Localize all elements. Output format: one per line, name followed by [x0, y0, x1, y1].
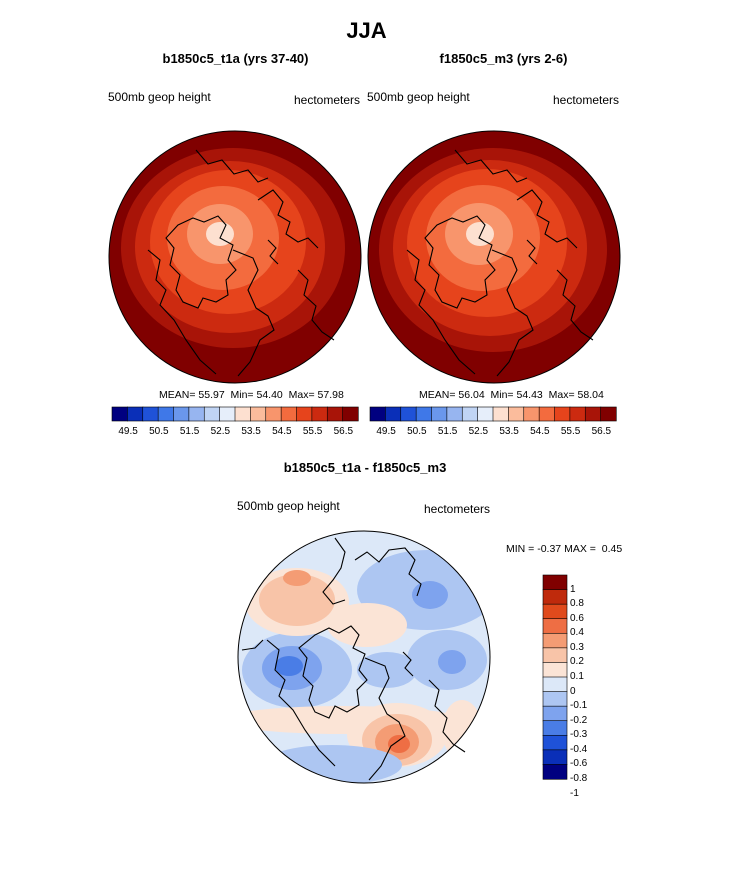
- panel-1-colorbar-tick-label: 54.5: [272, 426, 292, 437]
- panel-2-colorbar-box: [446, 406, 463, 422]
- panel-2-colorbar-ticks: 49.5 50.5 51.5 52.5 53.5 54.5 55.5 56.5: [370, 426, 616, 440]
- panel-1-stats: MEAN= 55.97 Min= 54.40 Max= 57.98: [159, 389, 344, 401]
- panel-3-colorbar-box: [542, 764, 568, 780]
- panel-2-right-label: hectometers: [553, 93, 620, 107]
- panel-3-colorbar-tick-label: -0.3: [570, 729, 588, 741]
- panel-2-colorbar-box: [508, 406, 525, 422]
- panel-2-title: f1850c5_m3 (yrs 2-6): [439, 51, 568, 66]
- panel-3-colorbar-box: [542, 632, 568, 649]
- panel-2-colorbar-box: [400, 406, 417, 422]
- panel-1-right-label: hectometers: [294, 93, 361, 107]
- panel-1-colorbar-box: [173, 406, 190, 422]
- panel-1-colorbar-box: [142, 406, 159, 422]
- panel-1-colorbar-tick-label: 53.5: [241, 426, 261, 437]
- panel-1-colorbar-box: [111, 406, 128, 422]
- panel-3-colorbar-tick-label: -0.4: [570, 743, 588, 755]
- panel-3-colorbar: [542, 574, 568, 780]
- panel-1-colorbar-tick-label: 49.5: [118, 426, 138, 437]
- panel-1-colorbar-box: [188, 406, 205, 422]
- panel-2-left-label: 500mb geop height: [367, 90, 470, 104]
- panel-3-colorbar-box: [542, 603, 568, 620]
- panel-3-title: b1850c5_t1a - f1850c5_m3: [283, 460, 447, 475]
- panel-1-map: [108, 130, 362, 384]
- panel-3-colorbar-tick-label: 0.3: [570, 641, 584, 653]
- panel-3-map: [237, 530, 491, 784]
- panel-1-colorbar-box: [342, 406, 359, 422]
- panel-3-colorbar-tick-label: 0.4: [570, 627, 584, 639]
- panel-3-colorbar-box: [542, 676, 568, 693]
- panel-2-colorbar-tick-label: 49.5: [376, 426, 396, 437]
- panel-3-colorbar-box: [542, 691, 568, 707]
- panel-2-colorbar-box: [523, 406, 540, 422]
- panel-3-colorbar-tick-label: 1: [570, 583, 576, 595]
- panel-2-colorbar-tick-label: 51.5: [437, 426, 458, 437]
- panel-2-colorbar-box: [461, 406, 479, 422]
- panel-3-colorbar-tick-label: 0.2: [570, 656, 584, 668]
- panel-2-colorbar: [369, 406, 617, 422]
- panel-3-colorbar-box: [542, 720, 568, 736]
- panel-2-colorbar-box: [369, 406, 386, 422]
- panel-1-colorbar-ticks: 49.5 50.5 51.5 52.5 53.5 54.5 55.5 56.5: [112, 426, 358, 440]
- panel-2-colorbar-box: [431, 406, 448, 422]
- panel-2-colorbar-box: [385, 406, 402, 422]
- panel-1-title: b1850c5_t1a (yrs 37-40): [162, 51, 309, 66]
- panel-2-colorbar-tick-label: 50.5: [407, 426, 427, 437]
- panel-3-colorbar-box: [542, 734, 568, 751]
- panel-3-colorbar-tick-label: -0.6: [570, 758, 588, 770]
- panel-2-colorbar-tick-label: 52.5: [468, 426, 489, 437]
- panel-3-colorbar-tick-label: 0.8: [570, 598, 584, 610]
- page-title: JJA: [346, 18, 387, 43]
- panel-3-colorbar-tick-label: 0.6: [570, 612, 584, 624]
- panel-2-colorbar-box: [415, 406, 433, 422]
- panel-3-colorbar-tick-label: -1: [570, 787, 579, 799]
- panel-2-colorbar-tick-label: 56.5: [591, 426, 612, 437]
- panel-1-colorbar-tick-label: 52.5: [210, 426, 231, 437]
- panel-3-right-label: hectometers: [424, 502, 491, 516]
- panel-3-colorbar-box: [542, 705, 568, 722]
- panel-2-colorbar-box: [600, 406, 617, 422]
- panel-1-colorbar-box: [234, 406, 251, 422]
- panel-3-left-label: 500mb geop height: [237, 499, 340, 513]
- panel-2-colorbar-box: [569, 406, 586, 422]
- panel-2-colorbar-box: [554, 406, 571, 422]
- panel-1-colorbar: [111, 406, 359, 422]
- panel-3-colorbar-box: [542, 618, 568, 634]
- panel-1-colorbar-tick-label: 50.5: [149, 426, 169, 437]
- panel-3-stats: MIN = -0.37 MAX = 0.45: [506, 543, 623, 555]
- panel-3-colorbar-box: [542, 749, 568, 766]
- panel-1-colorbar-box: [203, 406, 221, 422]
- panel-1-colorbar-box: [280, 406, 298, 422]
- panel-1-left-label: 500mb geop height: [108, 90, 211, 104]
- panel-2-map: [367, 130, 621, 384]
- panel-1-colorbar-tick-label: 55.5: [302, 426, 323, 437]
- panel-3-colorbar-tick-label: 0.1: [570, 671, 584, 682]
- panel-2-colorbar-tick-label: 53.5: [499, 426, 519, 437]
- panel-3-colorbar-tick-label: -0.2: [570, 714, 588, 726]
- panel-1-colorbar-box: [265, 406, 282, 422]
- panel-3-colorbar-ticks: 1 0.8 0.6 0.4 0.3 0.2 0.1 0 -0.1 -0.2 -0.3 -0.4 -0.6…: [570, 575, 610, 799]
- panel-1-colorbar-box: [250, 406, 267, 422]
- panel-1-colorbar-box: [219, 406, 236, 422]
- panel-3-colorbar-tick-label: 0: [570, 685, 576, 697]
- panel-2-stats: MEAN= 56.04 Min= 54.43 Max= 58.04: [419, 389, 604, 401]
- panel-2-colorbar-box: [492, 406, 509, 422]
- panel-1-colorbar-tick-label: 51.5: [179, 426, 200, 437]
- panel-2-colorbar-box: [538, 406, 556, 422]
- panel-1-colorbar-box: [326, 406, 344, 422]
- panel-2-colorbar-tick-label: 54.5: [530, 426, 550, 437]
- panel-3-colorbar-box: [542, 662, 568, 678]
- panel-2-colorbar-box: [584, 406, 602, 422]
- panel-3-colorbar-box: [542, 574, 568, 591]
- panel-1-colorbar-box: [127, 406, 144, 422]
- panel-3-colorbar-box: [542, 589, 568, 605]
- panel-2-colorbar-box: [477, 406, 494, 422]
- panel-1-colorbar-tick-label: 56.5: [333, 426, 354, 437]
- panel-3-colorbar-tick-label: -0.1: [570, 700, 588, 712]
- panel-1-colorbar-box: [311, 406, 328, 422]
- panel-3-colorbar-box: [542, 647, 568, 664]
- panel-1-colorbar-box: [296, 406, 313, 422]
- panel-3-colorbar-tick-label: -0.8: [570, 773, 588, 784]
- panel-1-colorbar-box: [157, 406, 175, 422]
- panel-2-colorbar-tick-label: 55.5: [560, 426, 581, 437]
